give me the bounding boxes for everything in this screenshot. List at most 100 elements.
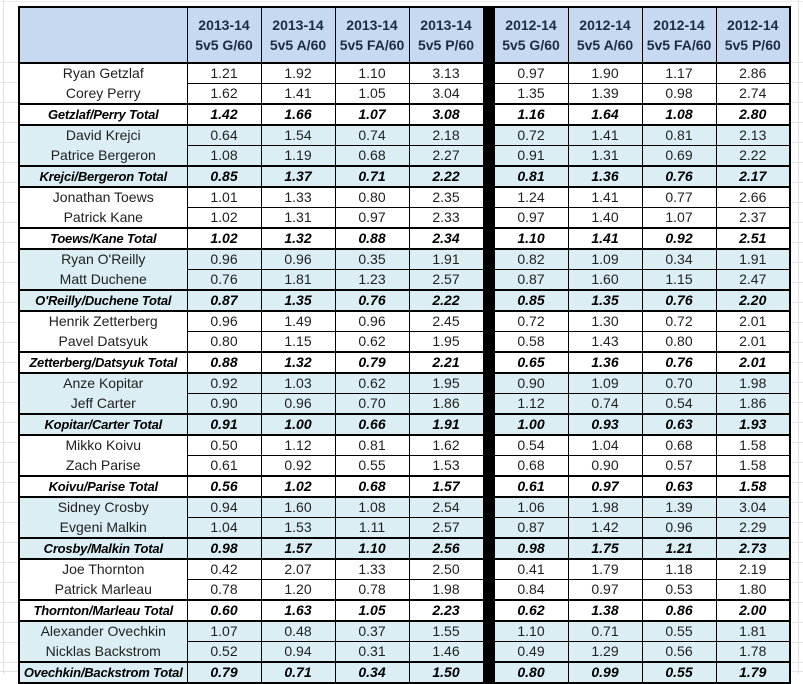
stat-cell: 0.63 [641, 475, 717, 498]
col-header-2012-fa60: 2012-14 5v5 FA/60 [641, 6, 717, 64]
season-divider [482, 641, 495, 663]
stat-cell: 1.38 [567, 599, 643, 622]
gridlines-left-margin [0, 62, 18, 674]
stat-cell: 1.55 [408, 620, 484, 642]
stat-cell: 1.30 [567, 310, 643, 332]
total-row: O'Reilly/Duchene Total 0.87 1.35 0.76 2.… [18, 289, 791, 312]
stat-cell: 2.37 [715, 207, 791, 229]
season-divider [482, 393, 495, 415]
stat-cell: 1.08 [641, 103, 717, 126]
stat-cell: 0.80 [493, 661, 569, 684]
stat-cell: 0.55 [334, 455, 410, 477]
stat-cell: 0.70 [641, 372, 717, 394]
stat-cell: 0.90 [567, 455, 643, 477]
row-label: Toews/Kane Total [18, 227, 188, 250]
stat-label: 5v5 P/60 [724, 37, 781, 53]
stat-cell: 0.93 [567, 413, 643, 436]
stat-cell: 0.97 [334, 207, 410, 229]
stat-cell: 0.55 [641, 620, 717, 642]
stat-cell: 0.97 [567, 579, 643, 601]
stat-cell: 1.00 [260, 413, 336, 436]
season-divider [482, 496, 495, 518]
row-label: Jonathan Toews [18, 186, 188, 208]
stat-cell: 0.34 [641, 248, 717, 270]
stat-cell: 1.91 [408, 248, 484, 270]
stat-cell: 2.18 [408, 124, 484, 146]
stat-cell: 0.98 [641, 83, 717, 105]
total-row: Toews/Kane Total 1.02 1.32 0.88 2.34 1.1… [18, 227, 791, 250]
total-row: Getzlaf/Perry Total 1.42 1.66 1.07 3.08 … [18, 103, 791, 126]
stat-cell: 0.96 [260, 393, 336, 415]
row-label: Henrik Zetterberg [18, 310, 188, 332]
stat-cell: 1.10 [493, 620, 569, 642]
player-row: Jonathan Toews 1.01 1.33 0.80 2.35 1.24 … [18, 186, 791, 208]
season-divider [482, 331, 495, 353]
stat-cell: 0.96 [334, 310, 410, 332]
gridlines-right-margin [792, 62, 803, 674]
row-label: Thornton/Marleau Total [18, 599, 188, 622]
stat-cell: 0.80 [641, 331, 717, 353]
stat-cell: 1.79 [715, 661, 791, 684]
season-divider [482, 124, 495, 146]
player-row: Sidney Crosby 0.94 1.60 1.08 2.54 1.06 1… [18, 496, 791, 518]
stat-cell: 1.46 [408, 641, 484, 663]
stat-label: 5v5 G/60 [502, 37, 560, 53]
stat-cell: 0.65 [493, 351, 569, 374]
stat-cell: 3.13 [408, 62, 484, 84]
total-row: Ovechkin/Backstrom Total 0.79 0.71 0.34 … [18, 661, 791, 684]
stat-cell: 1.33 [334, 558, 410, 580]
stat-cell: 2.50 [408, 558, 484, 580]
season-label: 2013-14 [272, 16, 324, 33]
season-divider [482, 599, 495, 622]
stat-cell: 1.04 [567, 434, 643, 456]
stat-cell: 0.92 [186, 372, 262, 394]
stat-cell: 1.31 [260, 207, 336, 229]
stat-cell: 1.80 [715, 579, 791, 601]
stat-cell: 1.02 [186, 207, 262, 229]
player-row: Evgeni Malkin 1.04 1.53 1.11 2.57 0.87 1… [18, 517, 791, 539]
stat-cell: 0.96 [641, 517, 717, 539]
stat-cell: 1.43 [567, 331, 643, 353]
stat-cell: 1.32 [260, 351, 336, 374]
player-row: Pavel Datsyuk 0.80 1.15 0.62 1.95 0.58 1… [18, 331, 791, 353]
stat-cell: 0.86 [641, 599, 717, 622]
stat-cell: 0.71 [260, 661, 336, 684]
stat-cell: 3.04 [408, 83, 484, 105]
stat-cell: 2.27 [408, 145, 484, 167]
stat-cell: 0.81 [493, 165, 569, 188]
gridline-top [0, 1, 803, 2]
stat-cell: 1.21 [641, 537, 717, 560]
player-row: Anze Kopitar 0.92 1.03 0.62 1.95 0.90 1.… [18, 372, 791, 394]
stat-cell: 0.71 [334, 165, 410, 188]
stat-cell: 0.80 [334, 186, 410, 208]
col-header-2013-a60: 2013-14 5v5 A/60 [260, 6, 336, 64]
stat-cell: 0.71 [567, 620, 643, 642]
stat-cell: 0.55 [641, 661, 717, 684]
season-label: 2013-14 [198, 16, 250, 33]
stat-label: 5v5 FA/60 [646, 37, 712, 53]
stat-cell: 2.80 [715, 103, 791, 126]
stat-cell: 1.15 [641, 269, 717, 291]
stat-cell: 2.74 [715, 83, 791, 105]
stat-cell: 2.01 [715, 310, 791, 332]
player-pair-stats-table: 2013-14 5v5 G/60 2013-14 5v5 A/60 2013-14 5… [18, 6, 791, 684]
stat-cell: 0.87 [186, 289, 262, 312]
stat-cell: 1.08 [334, 496, 410, 518]
stat-cell: 1.21 [186, 62, 262, 84]
stat-cell: 1.19 [260, 145, 336, 167]
stat-cell: 0.68 [641, 434, 717, 456]
stat-cell: 1.07 [641, 207, 717, 229]
stat-cell: 0.91 [186, 413, 262, 436]
row-label: Ryan O'Reilly [18, 248, 188, 270]
season-label: 2012-14 [505, 16, 557, 33]
stat-cell: 2.73 [715, 537, 791, 560]
stat-cell: 1.78 [715, 641, 791, 663]
season-label: 2012-14 [727, 16, 779, 33]
stat-cell: 0.57 [641, 455, 717, 477]
season-divider [482, 83, 495, 105]
season-divider [482, 207, 495, 229]
stat-cell: 2.22 [408, 289, 484, 312]
stat-cell: 2.22 [408, 165, 484, 188]
stat-cell: 2.56 [408, 537, 484, 560]
season-divider [482, 310, 495, 332]
